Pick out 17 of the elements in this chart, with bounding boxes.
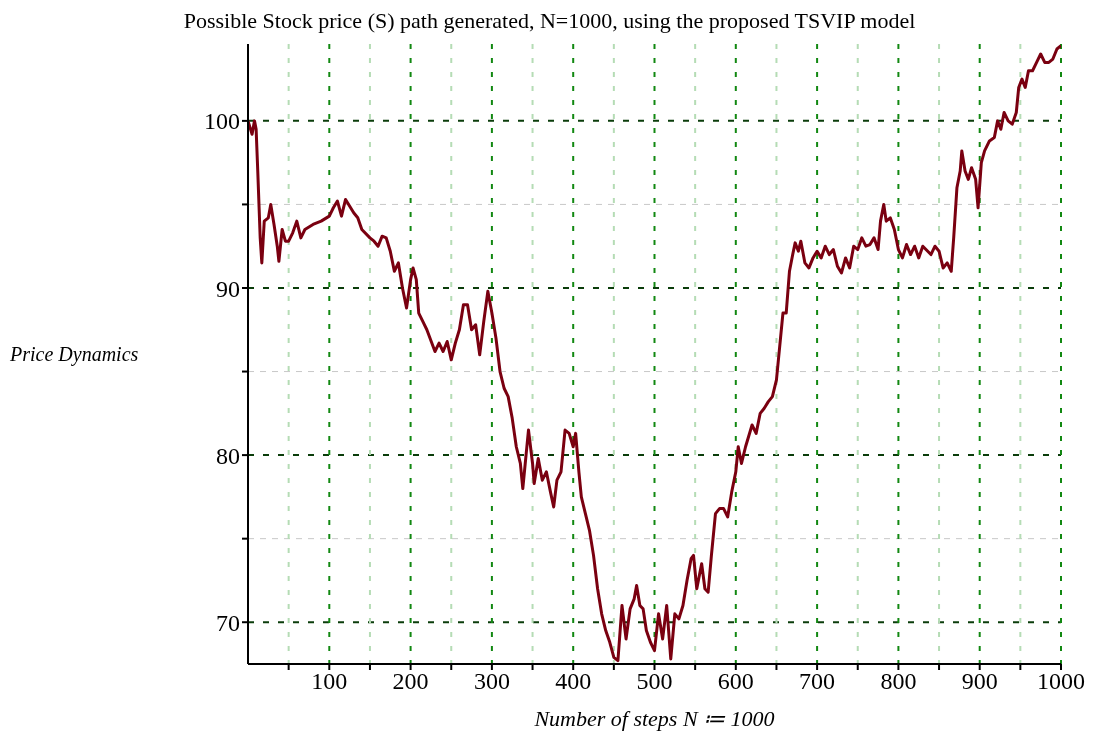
x-tick-label: 700 bbox=[799, 668, 836, 695]
x-tick-label: 600 bbox=[717, 668, 754, 695]
x-axis-title: Number of steps N ≔ 1000 bbox=[533, 706, 775, 731]
y-tick-label: 100 bbox=[204, 108, 240, 135]
chart-title: Possible Stock price (S) path generated, N=1000, using the proposed TSVIP model bbox=[182, 8, 917, 34]
y-tick-label: 80 bbox=[216, 442, 240, 469]
x-tick-label: 100 bbox=[311, 668, 348, 695]
y-tick-label: 70 bbox=[216, 609, 240, 636]
x-tick-label: 800 bbox=[880, 668, 917, 695]
y-axis-title: Price Dynamics bbox=[9, 343, 139, 367]
y-tick-label: 90 bbox=[216, 275, 240, 302]
x-tick-label: 200 bbox=[392, 668, 429, 695]
x-tick-label: 300 bbox=[473, 668, 510, 695]
x-tick-label: 400 bbox=[555, 668, 592, 695]
x-tick-label: 900 bbox=[961, 668, 998, 695]
x-tick-label: 1000 bbox=[1037, 668, 1085, 695]
x-tick-label: 500 bbox=[636, 668, 673, 695]
